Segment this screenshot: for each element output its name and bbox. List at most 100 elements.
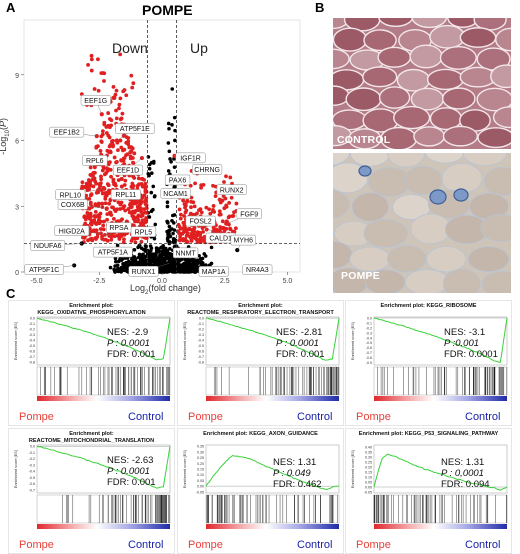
gsea-stat-nes: NES: -2.63 xyxy=(107,455,154,466)
volcano-point xyxy=(152,260,156,265)
volcano-point xyxy=(218,212,223,217)
volcano-point xyxy=(151,159,156,164)
volcano-point xyxy=(189,238,194,243)
volcano-ytick-label: 0 xyxy=(15,270,19,277)
gsea-ytick-label: 0.20 xyxy=(365,466,372,470)
volcano-point xyxy=(113,259,118,264)
volcano-point xyxy=(143,247,148,252)
volcano-gene-label-box xyxy=(128,265,159,277)
volcano-point xyxy=(163,246,168,251)
volcano-point xyxy=(86,186,91,190)
volcano-point xyxy=(208,211,213,216)
volcano-point xyxy=(126,142,131,146)
gsea-ytick-label: 0.15 xyxy=(197,468,204,472)
volcano-point xyxy=(90,238,95,243)
volcano-point xyxy=(168,247,172,251)
volcano-point xyxy=(151,207,155,212)
volcano-gene-label-box xyxy=(192,164,223,175)
volcano-point xyxy=(176,222,181,227)
volcano-point xyxy=(138,201,143,206)
volcano-point xyxy=(89,68,94,73)
volcano-gene-label-box xyxy=(49,126,85,138)
volcano-point xyxy=(82,236,87,240)
volcano-gene-label: EEF1B2 xyxy=(54,130,80,137)
gsea-plot-5: Enrichment plot: KEGG_AXON_GUIDANCE 0.35 0… xyxy=(177,428,344,554)
volcano-point xyxy=(132,255,137,259)
volcano-point xyxy=(108,265,113,270)
volcano-point xyxy=(98,149,103,153)
gsea-hits-frame xyxy=(373,366,508,396)
volcano-point xyxy=(123,178,128,183)
gsea-plot-title: Enrichment plot: KEGG_RIBOSOME xyxy=(346,303,511,310)
volcano-point xyxy=(111,96,116,100)
control-fiber xyxy=(426,68,464,91)
volcano-ytick-label: 3 xyxy=(15,204,19,211)
volcano-point xyxy=(83,221,88,226)
volcano-point xyxy=(99,140,104,144)
gsea-stat-nes: NES: -2.81 xyxy=(276,327,323,338)
volcano-gene-label: RPL11 xyxy=(115,192,136,199)
volcano-point xyxy=(193,181,197,186)
gsea-hits-frame xyxy=(373,494,508,524)
volcano-point xyxy=(96,204,101,208)
volcano-point xyxy=(118,52,123,57)
volcano-point xyxy=(102,219,106,224)
volcano-point xyxy=(167,231,171,236)
volcano-gene-label-box xyxy=(242,264,273,275)
gsea-group-right-label: Control xyxy=(465,411,501,423)
pompe-fiber xyxy=(480,214,511,242)
volcano-point xyxy=(149,190,154,195)
volcano-point xyxy=(113,92,118,97)
gsea-ranking-gradient xyxy=(37,524,170,529)
volcano-point xyxy=(105,212,110,216)
volcano-point xyxy=(114,268,119,272)
volcano-point xyxy=(100,205,105,210)
volcano-point xyxy=(229,195,234,200)
volcano-point xyxy=(172,221,176,225)
volcano-point xyxy=(95,234,100,239)
gsea-es-curve xyxy=(36,445,171,489)
volcano-point xyxy=(114,108,118,113)
gsea-stat-fdr: FDR: 0.001 xyxy=(107,349,156,360)
pompe-blue-vacuole xyxy=(429,189,447,205)
gsea-plot-1: Enrichment plot: KEGG_OXIDATIVE_PHOSPHORY… xyxy=(8,300,175,426)
volcano-gene-label: ATP5F1C xyxy=(29,267,59,274)
panel-b-letter: B xyxy=(315,0,325,15)
gsea-ytick-label: -0.1 xyxy=(198,322,204,326)
volcano-point xyxy=(171,238,176,242)
volcano-point xyxy=(95,232,100,236)
volcano-x-label: Log2(fold change) xyxy=(130,283,201,296)
volcano-title: POMPE xyxy=(142,2,193,18)
pompe-fiber xyxy=(424,153,466,164)
gsea-es-curve xyxy=(205,454,340,490)
volcano-point xyxy=(163,267,168,272)
volcano-point xyxy=(136,182,141,187)
volcano-point xyxy=(120,111,125,116)
volcano-point xyxy=(121,156,126,161)
volcano-point xyxy=(88,211,93,216)
volcano-point xyxy=(151,184,156,189)
gsea-stat-p: P : 0.0001 xyxy=(107,466,150,477)
volcano-y-label: -Log10(P) xyxy=(0,118,11,155)
volcano-gene-label-box xyxy=(93,246,133,258)
volcano-point xyxy=(185,240,190,245)
volcano-point xyxy=(99,134,104,139)
gsea-ytick-label: 0.25 xyxy=(365,461,372,465)
volcano-point xyxy=(118,96,123,101)
pompe-fiber xyxy=(349,153,391,167)
volcano-point xyxy=(211,225,216,230)
volcano-point xyxy=(132,151,137,156)
gsea-ytick-label: 0.0 xyxy=(30,317,35,321)
volcano-point xyxy=(109,118,114,123)
gsea-plot-svg: 0.0-0.1-0.2-0.3-0.4-0.5-0.6-0.7-0.8-0.9 E… xyxy=(351,316,508,401)
volcano-gene-label: NR4A3 xyxy=(246,267,269,274)
volcano-point xyxy=(92,214,97,218)
volcano-point xyxy=(169,266,173,271)
gsea-plot-svg: 0.0 -0.1 -0.2 -0.3 -0.4 -0.5 -0.6 -0.7 Enrichmen… xyxy=(14,445,171,529)
volcano-point xyxy=(106,149,111,154)
volcano-point xyxy=(99,231,103,236)
volcano-point xyxy=(115,243,120,248)
volcano-point xyxy=(93,202,98,207)
gsea-ytick-label: -0.2 xyxy=(29,457,35,461)
pompe-fiber xyxy=(426,246,467,273)
